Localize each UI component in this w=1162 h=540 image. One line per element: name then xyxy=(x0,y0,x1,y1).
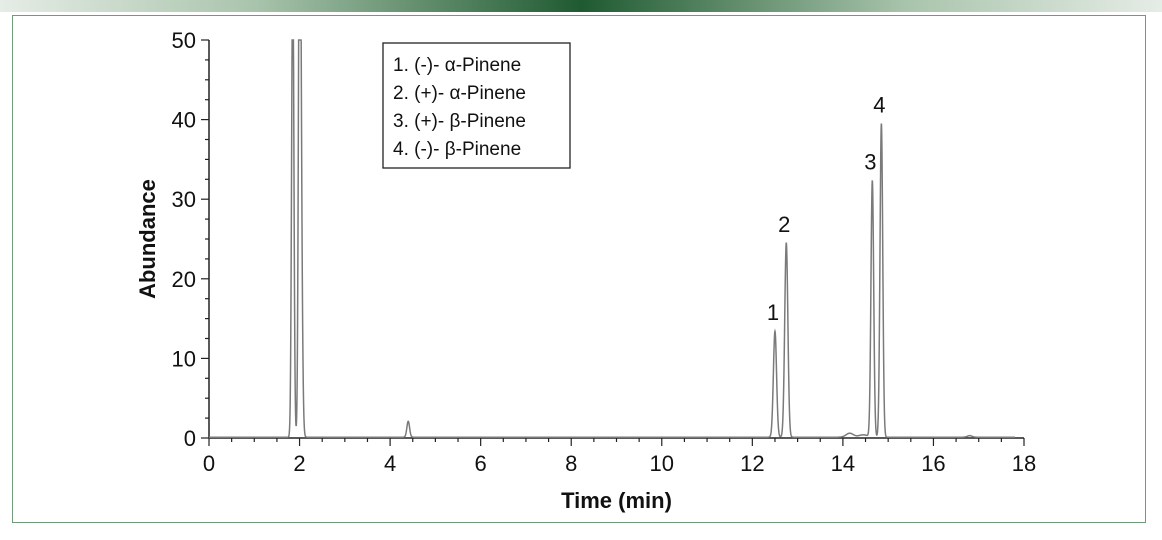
legend-entry: 3. (+)- β-Pinene xyxy=(393,111,526,132)
chromatogram-trace xyxy=(209,39,1015,438)
x-tick-label: 16 xyxy=(921,451,945,476)
x-tick-label: 18 xyxy=(1012,451,1036,476)
peak-labels: 1 2 3 4 xyxy=(767,92,886,325)
legend-entry: 1. (-)- α-Pinene xyxy=(393,55,521,76)
x-tick-label: 8 xyxy=(565,451,577,476)
y-tick-label: 40 xyxy=(172,108,196,133)
legend-entry: 4. (-)- β-Pinene xyxy=(393,139,521,160)
x-tick-label: 14 xyxy=(831,451,855,476)
y-tick-label: 20 xyxy=(172,267,196,292)
legend-box xyxy=(382,42,571,169)
peak-label-1: 1 xyxy=(767,300,779,325)
x-tick-label: 10 xyxy=(650,451,674,476)
y-tick-label: 0 xyxy=(184,426,196,451)
y-axis-title: Abundance xyxy=(135,179,160,299)
header-gradient-bar xyxy=(0,0,1162,12)
x-tick-label: 0 xyxy=(203,451,215,476)
y-tick-label: 50 xyxy=(172,28,196,53)
legend-entry: 2. (+)- α-Pinene xyxy=(393,83,526,104)
y-tick-label: 30 xyxy=(172,187,196,212)
x-axis-title: Time (min) xyxy=(561,488,672,513)
x-tick-label: 6 xyxy=(475,451,487,476)
x-tick-label: 4 xyxy=(384,451,396,476)
peak-label-3: 3 xyxy=(864,150,876,175)
legend: 1. (-)- α-Pinene 2. (+)- α-Pinene 3. (+)- … xyxy=(382,42,571,169)
x-tick-label: 12 xyxy=(740,451,764,476)
peak-label-4: 4 xyxy=(873,92,885,117)
y-tick-label: 10 xyxy=(172,346,196,371)
peak-label-2: 2 xyxy=(778,212,790,237)
x-tick-label: 2 xyxy=(293,451,305,476)
